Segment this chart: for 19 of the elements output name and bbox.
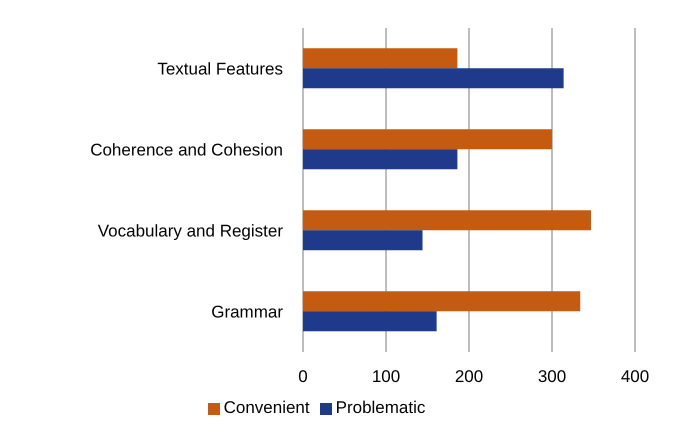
legend-label: Problematic (336, 398, 426, 417)
x-tick-label: 300 (538, 367, 566, 386)
x-tick-label: 200 (454, 367, 484, 386)
legend-label: Convenient (224, 398, 310, 417)
y-tick-label: Textual Features (157, 60, 283, 79)
bar (303, 68, 564, 88)
y-tick-label: Vocabulary and Register (98, 222, 284, 241)
x-tick-label: 400 (620, 367, 650, 386)
y-tick-label: Coherence and Cohesion (90, 140, 283, 160)
bar (303, 311, 437, 332)
bar (303, 230, 423, 250)
bar (303, 48, 458, 68)
y-tick-label: Grammar (211, 302, 284, 322)
x-tick-label: 100 (372, 367, 400, 386)
bar (303, 129, 552, 150)
bar (303, 210, 592, 230)
bar (303, 291, 580, 312)
bar (303, 149, 458, 170)
x-tick-label: 0 (298, 367, 308, 386)
